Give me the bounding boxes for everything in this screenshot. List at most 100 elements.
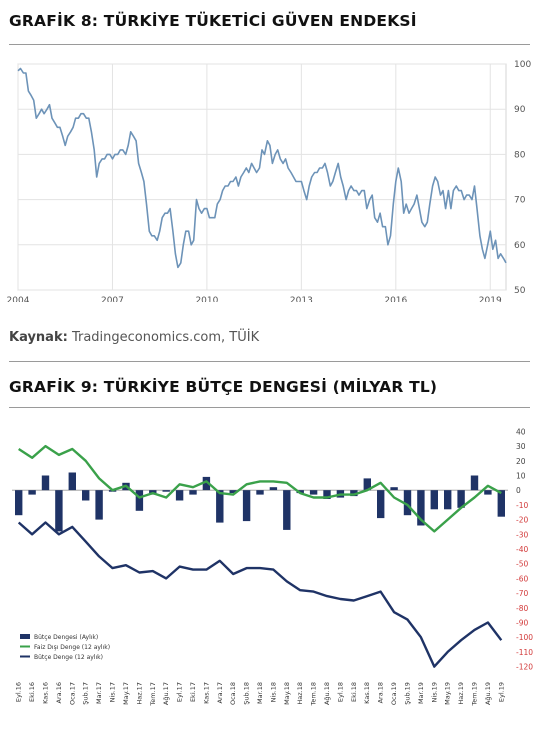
x-category-label: Ağu.19 <box>484 682 492 705</box>
x-category-label: Şub.18 <box>243 682 251 705</box>
x-tick-label: 2007 <box>101 296 124 302</box>
x-tick-label: 2019 <box>479 296 502 302</box>
budget-monthly-bar <box>162 490 170 492</box>
legend-label: Bütçe Dengesi (Aylık) <box>34 634 98 641</box>
x-category-label: Eyl.18 <box>336 682 344 702</box>
x-category-label: Kas.18 <box>363 682 371 704</box>
budget-monthly-bar <box>323 490 331 499</box>
divider <box>9 361 530 362</box>
y-tick-label: -80 <box>516 604 528 613</box>
budget-monthly-bar <box>95 490 103 520</box>
budget-monthly-bar <box>41 475 50 491</box>
y-tick-label: -120 <box>516 663 533 672</box>
consumer-confidence-chart: 100 90 80 70 60 50 2004 2007 2010 2013 2016 2019 <box>7 60 532 302</box>
budget-balance-chart: 40 30 20 10 0 -10 -20 -30 -40 -50 -60 -70 -80 -90 -100… <box>12 427 533 707</box>
budget-monthly-bar <box>269 487 278 491</box>
y-tick-label: -20 <box>516 516 528 525</box>
budget-monthly-bar <box>484 490 492 495</box>
budget-monthly-bar <box>309 490 318 495</box>
budget-monthly-bar <box>242 490 251 522</box>
x-category-label: Oca.19 <box>390 682 398 705</box>
x-category-label: Eki.17 <box>189 682 197 702</box>
legend-label: Bütçe Denge (12 aylık) <box>34 654 103 661</box>
x-category-label: Ara.17 <box>216 682 224 703</box>
x-category-label: May.18 <box>283 682 291 705</box>
divider <box>9 407 530 408</box>
budget-monthly-bar <box>430 490 438 510</box>
budget-monthly-bar <box>229 490 237 494</box>
y-tick-label: -50 <box>516 560 528 569</box>
budget-monthly-bar <box>175 490 184 501</box>
x-category-label: May.19 <box>444 682 452 705</box>
x-category-label: Tem.17 <box>149 682 157 707</box>
divider <box>9 44 530 45</box>
y-tick-label: 70 <box>514 196 526 206</box>
x-tick-label: 2013 <box>290 296 313 302</box>
budget-monthly-bar <box>15 490 23 516</box>
budget-balance-12m-line <box>17 521 503 668</box>
budget-monthly-bar <box>28 490 36 495</box>
x-category-label: Mar.17 <box>95 682 103 704</box>
source-line: Kaynak: Tradingeconomics.com, TÜİK <box>9 330 259 345</box>
x-category-label: May.17 <box>122 682 130 705</box>
legend-swatch <box>20 634 30 639</box>
y-tick-label: 10 <box>516 471 526 480</box>
budget-monthly-bar <box>444 490 452 510</box>
y-tick-label: 50 <box>514 286 526 296</box>
y-tick-label: 30 <box>516 442 526 451</box>
x-category-label: Şub.17 <box>82 682 90 705</box>
source-text: Tradingeconomics.com, TÜİK <box>71 330 260 345</box>
y-tick-label: -40 <box>516 545 528 554</box>
x-category-label: Ara.16 <box>55 682 63 703</box>
x-category-label: Nis.18 <box>269 682 277 702</box>
x-category-label: Haz.19 <box>457 682 465 705</box>
x-category-label: Oca.17 <box>68 682 76 705</box>
x-category-label: Mar.19 <box>417 682 425 704</box>
budget-monthly-bar <box>350 490 358 497</box>
x-tick-label: 2016 <box>384 296 407 302</box>
y-tick-label: 90 <box>514 105 526 115</box>
x-category-label: Haz.17 <box>135 682 143 705</box>
y-tick-label: -100 <box>516 633 533 642</box>
budget-monthly-bar <box>497 490 505 517</box>
x-category-label: Nis.19 <box>430 682 438 702</box>
x-category-label: Mar.18 <box>256 682 264 704</box>
budget-monthly-bar <box>135 490 144 511</box>
x-category-label: Eki.16 <box>28 682 36 702</box>
budget-monthly-bar <box>470 475 479 491</box>
y-tick-label: 100 <box>514 60 531 70</box>
budget-monthly-bar <box>363 478 371 491</box>
x-category-label: Haz.18 <box>296 682 304 705</box>
budget-monthly-bar <box>283 490 291 530</box>
y-tick-label: -10 <box>516 501 528 510</box>
confidence-index-line <box>17 67 507 269</box>
x-category-label: Nis.17 <box>109 682 117 702</box>
budget-monthly-bar <box>216 490 224 523</box>
budget-monthly-bar <box>390 487 398 491</box>
budget-monthly-bar <box>189 490 197 495</box>
legend-label: Faiz Dışı Denge (12 aylık) <box>34 644 110 651</box>
budget-monthly-bar <box>457 490 465 508</box>
y-tick-label: 60 <box>514 241 526 251</box>
x-category-label: Eyl.16 <box>15 682 23 702</box>
chart1-title: GRAFİK 8: TÜRKİYE TÜKETİCİ GÜVEN ENDEKSİ <box>9 12 417 30</box>
budget-monthly-bar <box>403 490 412 516</box>
budget-monthly-bar <box>82 490 90 501</box>
x-tick-label: 2010 <box>195 296 218 302</box>
y-tick-label: -30 <box>516 530 528 539</box>
plot-area <box>17 63 507 291</box>
x-category-label: Ağu.17 <box>162 682 170 705</box>
y-tick-label: 0 <box>516 486 521 495</box>
chart2-title: GRAFİK 9: TÜRKİYE BÜTÇE DENGESİ (MİLYAR … <box>9 378 438 396</box>
x-category-label: Eyl.17 <box>176 682 184 702</box>
x-category-label: Tem.18 <box>310 682 318 707</box>
budget-monthly-bar <box>256 490 264 495</box>
x-category-label: Ara.18 <box>377 682 385 703</box>
x-category-label: Eki.18 <box>350 682 358 702</box>
x-category-label: Kas.17 <box>202 682 210 704</box>
x-category-label: Oca.18 <box>229 682 237 705</box>
y-tick-label: 40 <box>516 427 526 436</box>
budget-monthly-bar <box>55 490 63 532</box>
budget-monthly-bar <box>377 490 385 519</box>
budget-monthly-bar <box>417 490 425 526</box>
